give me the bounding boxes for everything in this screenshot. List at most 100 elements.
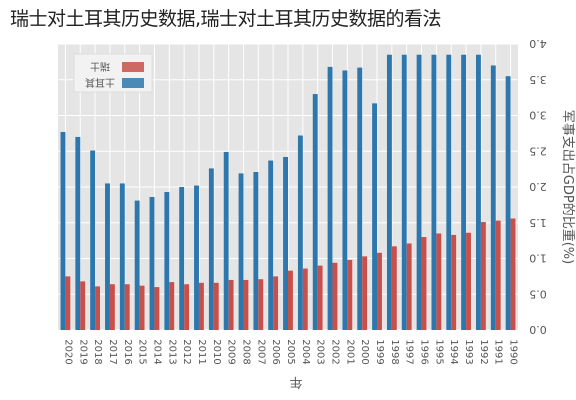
x-tick-label: 2013 (166, 339, 177, 364)
bar-switzerland (377, 252, 382, 330)
bar-switzerland (406, 243, 412, 330)
bar-switzerland (169, 282, 175, 330)
x-tick-label: 2010 (211, 339, 222, 364)
bar-switzerland (124, 284, 130, 330)
bar-turkey (119, 183, 125, 330)
bar-turkey (342, 70, 348, 330)
y-tick-label: 2.5 (529, 144, 547, 157)
x-tick-label: 1994 (448, 339, 459, 364)
bar-switzerland (198, 282, 204, 330)
y-tick-label: 0.0 (529, 323, 547, 336)
x-tick-label: 1996 (419, 339, 430, 364)
x-tick-label: 2003 (315, 339, 326, 364)
legend-swatch (122, 62, 144, 72)
x-tick-label: 2019 (77, 339, 88, 364)
bar-turkey (297, 135, 303, 330)
y-tick-label: 0.5 (529, 287, 547, 300)
bar-switzerland (95, 286, 100, 330)
x-tick-label: 2005 (285, 339, 296, 364)
legend-label: 瑞士 (90, 60, 110, 73)
bar-switzerland (80, 281, 86, 330)
bar-turkey (75, 136, 81, 330)
bar-turkey (253, 171, 259, 330)
article-headline: 瑞士对土耳其历史数据,瑞士对土耳其历史数据的看法 (10, 8, 442, 30)
bar-turkey (238, 173, 244, 330)
x-tick-label: 2009 (226, 339, 237, 364)
bar-turkey (357, 67, 363, 330)
bar-turkey (461, 54, 467, 330)
bar-switzerland (154, 287, 160, 330)
y-axis-label: 军事支出占GDP的比重(%) (560, 110, 576, 264)
bar-turkey (90, 150, 96, 330)
bar-switzerland (451, 234, 457, 330)
bar-switzerland (332, 262, 338, 330)
bar-turkey (431, 54, 437, 330)
bar-turkey (283, 156, 288, 330)
x-tick-label: 2006 (270, 339, 281, 364)
legend-swatch (122, 78, 144, 88)
x-tick-label: 1992 (478, 339, 489, 364)
bar-turkey (490, 65, 496, 330)
bar-switzerland (421, 237, 427, 330)
x-tick-label: 2007 (255, 339, 266, 364)
bar-switzerland (213, 282, 219, 330)
bar-switzerland (317, 265, 323, 330)
x-tick-label: 1995 (433, 339, 444, 364)
x-tick-label: 1990 (508, 339, 519, 364)
bar-switzerland (65, 276, 71, 330)
bar-switzerland (391, 246, 397, 330)
x-tick-label: 2015 (137, 339, 148, 364)
x-tick-label: 2001 (344, 339, 355, 364)
bar-turkey (505, 76, 511, 330)
x-tick-label: 2017 (107, 339, 118, 364)
x-tick-label: 2014 (151, 339, 162, 364)
bar-switzerland (347, 259, 353, 330)
bar-switzerland (302, 268, 308, 330)
bar-switzerland (109, 284, 115, 330)
x-tick-label: 1999 (374, 339, 385, 364)
x-tick-label: 2012 (181, 339, 192, 364)
bar-turkey (208, 168, 214, 330)
bar-turkey (268, 160, 274, 330)
bar-turkey (194, 185, 199, 330)
x-tick-label: 2000 (359, 339, 370, 364)
bar-switzerland (495, 220, 501, 330)
bar-turkey (327, 66, 333, 330)
bar-switzerland (480, 222, 486, 330)
bar-switzerland (436, 233, 442, 330)
bar-switzerland (273, 276, 279, 330)
x-tick-label: 2008 (240, 339, 251, 364)
bar-turkey (223, 151, 229, 330)
y-tick-label: 3.0 (529, 109, 547, 122)
x-tick-label: 1997 (404, 339, 415, 364)
bar-switzerland (288, 270, 293, 330)
bar-switzerland (184, 284, 190, 330)
bar-turkey (60, 131, 66, 330)
bar-switzerland (466, 232, 471, 330)
bar-turkey (149, 197, 155, 330)
x-tick-label: 2018 (92, 339, 103, 364)
bar-turkey (446, 54, 452, 330)
bar-turkey (134, 200, 140, 330)
x-tick-label: 2016 (122, 339, 133, 364)
x-tick-label: 2004 (300, 339, 311, 364)
bar-switzerland (362, 256, 368, 330)
bar-turkey (164, 192, 170, 330)
y-tick-label: 2.0 (529, 180, 547, 193)
y-tick-label: 1.5 (529, 216, 547, 229)
y-tick-label: 4.0 (529, 37, 547, 50)
bar-turkey (179, 187, 185, 330)
x-tick-label: 1993 (463, 339, 474, 364)
bar-turkey (401, 54, 407, 330)
bar-switzerland (258, 279, 264, 330)
bar-switzerland (139, 285, 145, 330)
x-tick-label: 2020 (62, 339, 73, 364)
bar-turkey (105, 183, 110, 330)
bar-switzerland (228, 279, 234, 330)
bar-switzerland (243, 279, 249, 330)
y-tick-label: 1.0 (529, 252, 547, 265)
bar-turkey (476, 54, 481, 330)
bar-switzerland (510, 218, 516, 330)
x-tick-label: 1998 (389, 339, 400, 364)
